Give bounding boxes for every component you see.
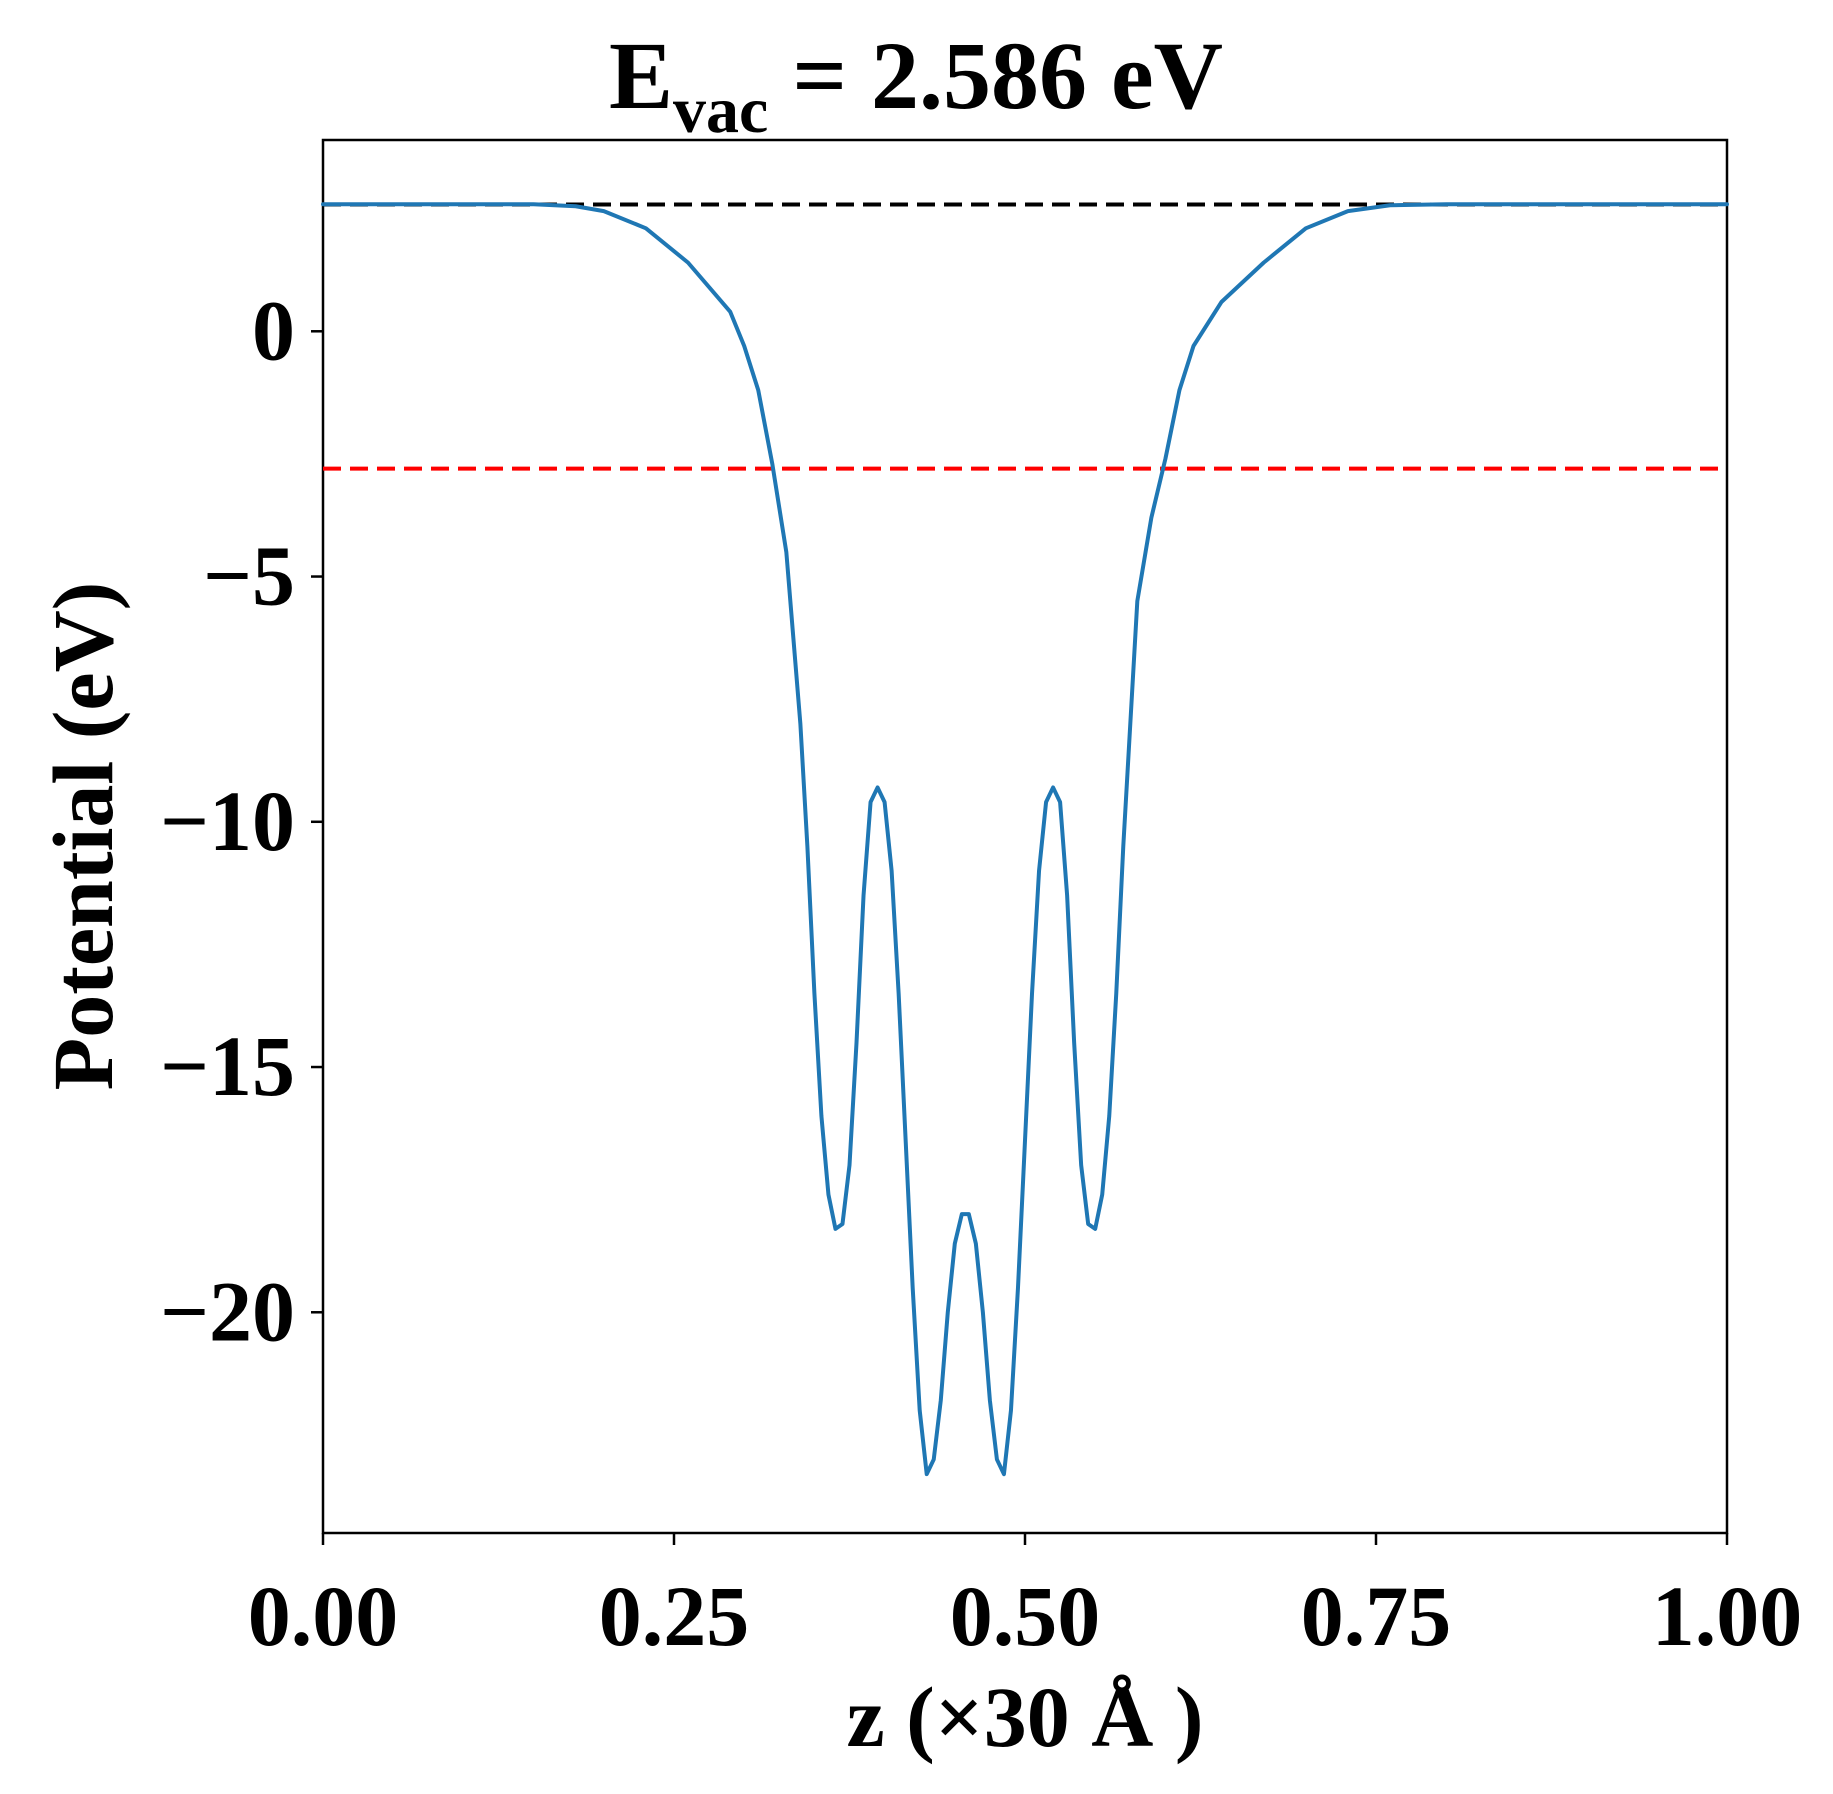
series-line-0 xyxy=(321,202,1729,1477)
x-tick-label: 1.00 xyxy=(1652,1568,1803,1664)
y-tick-label: −5 xyxy=(203,528,295,624)
x-tick-label: 0.25 xyxy=(599,1568,750,1664)
x-tick-label: 0.75 xyxy=(1301,1568,1452,1664)
x-axis-label: z (×30 Å ) xyxy=(846,1669,1203,1765)
y-axis-label: Potential (eV) xyxy=(35,582,131,1091)
y-tick-label: −10 xyxy=(160,773,295,869)
reference-lines xyxy=(323,202,1727,471)
y-axis-ticks: 0 −5 −10 −15 −20 xyxy=(160,282,323,1359)
series-layer xyxy=(321,202,1729,1477)
chart-title: Evac = 2.586 eV xyxy=(609,22,1223,147)
y-tick-label: −15 xyxy=(160,1018,295,1114)
x-axis-ticks: 0.00 0.25 0.50 0.75 1.00 xyxy=(248,1533,1803,1664)
plot-area xyxy=(321,138,1729,1535)
title-subscript: vac xyxy=(673,74,768,147)
title-rest: = 2.586 eV xyxy=(768,22,1223,129)
title-main: E xyxy=(609,22,673,129)
y-tick-label: −20 xyxy=(160,1263,295,1359)
x-tick-label: 0.50 xyxy=(950,1568,1101,1664)
y-tick-label: 0 xyxy=(252,282,295,378)
x-tick-label: 0.00 xyxy=(248,1568,399,1664)
